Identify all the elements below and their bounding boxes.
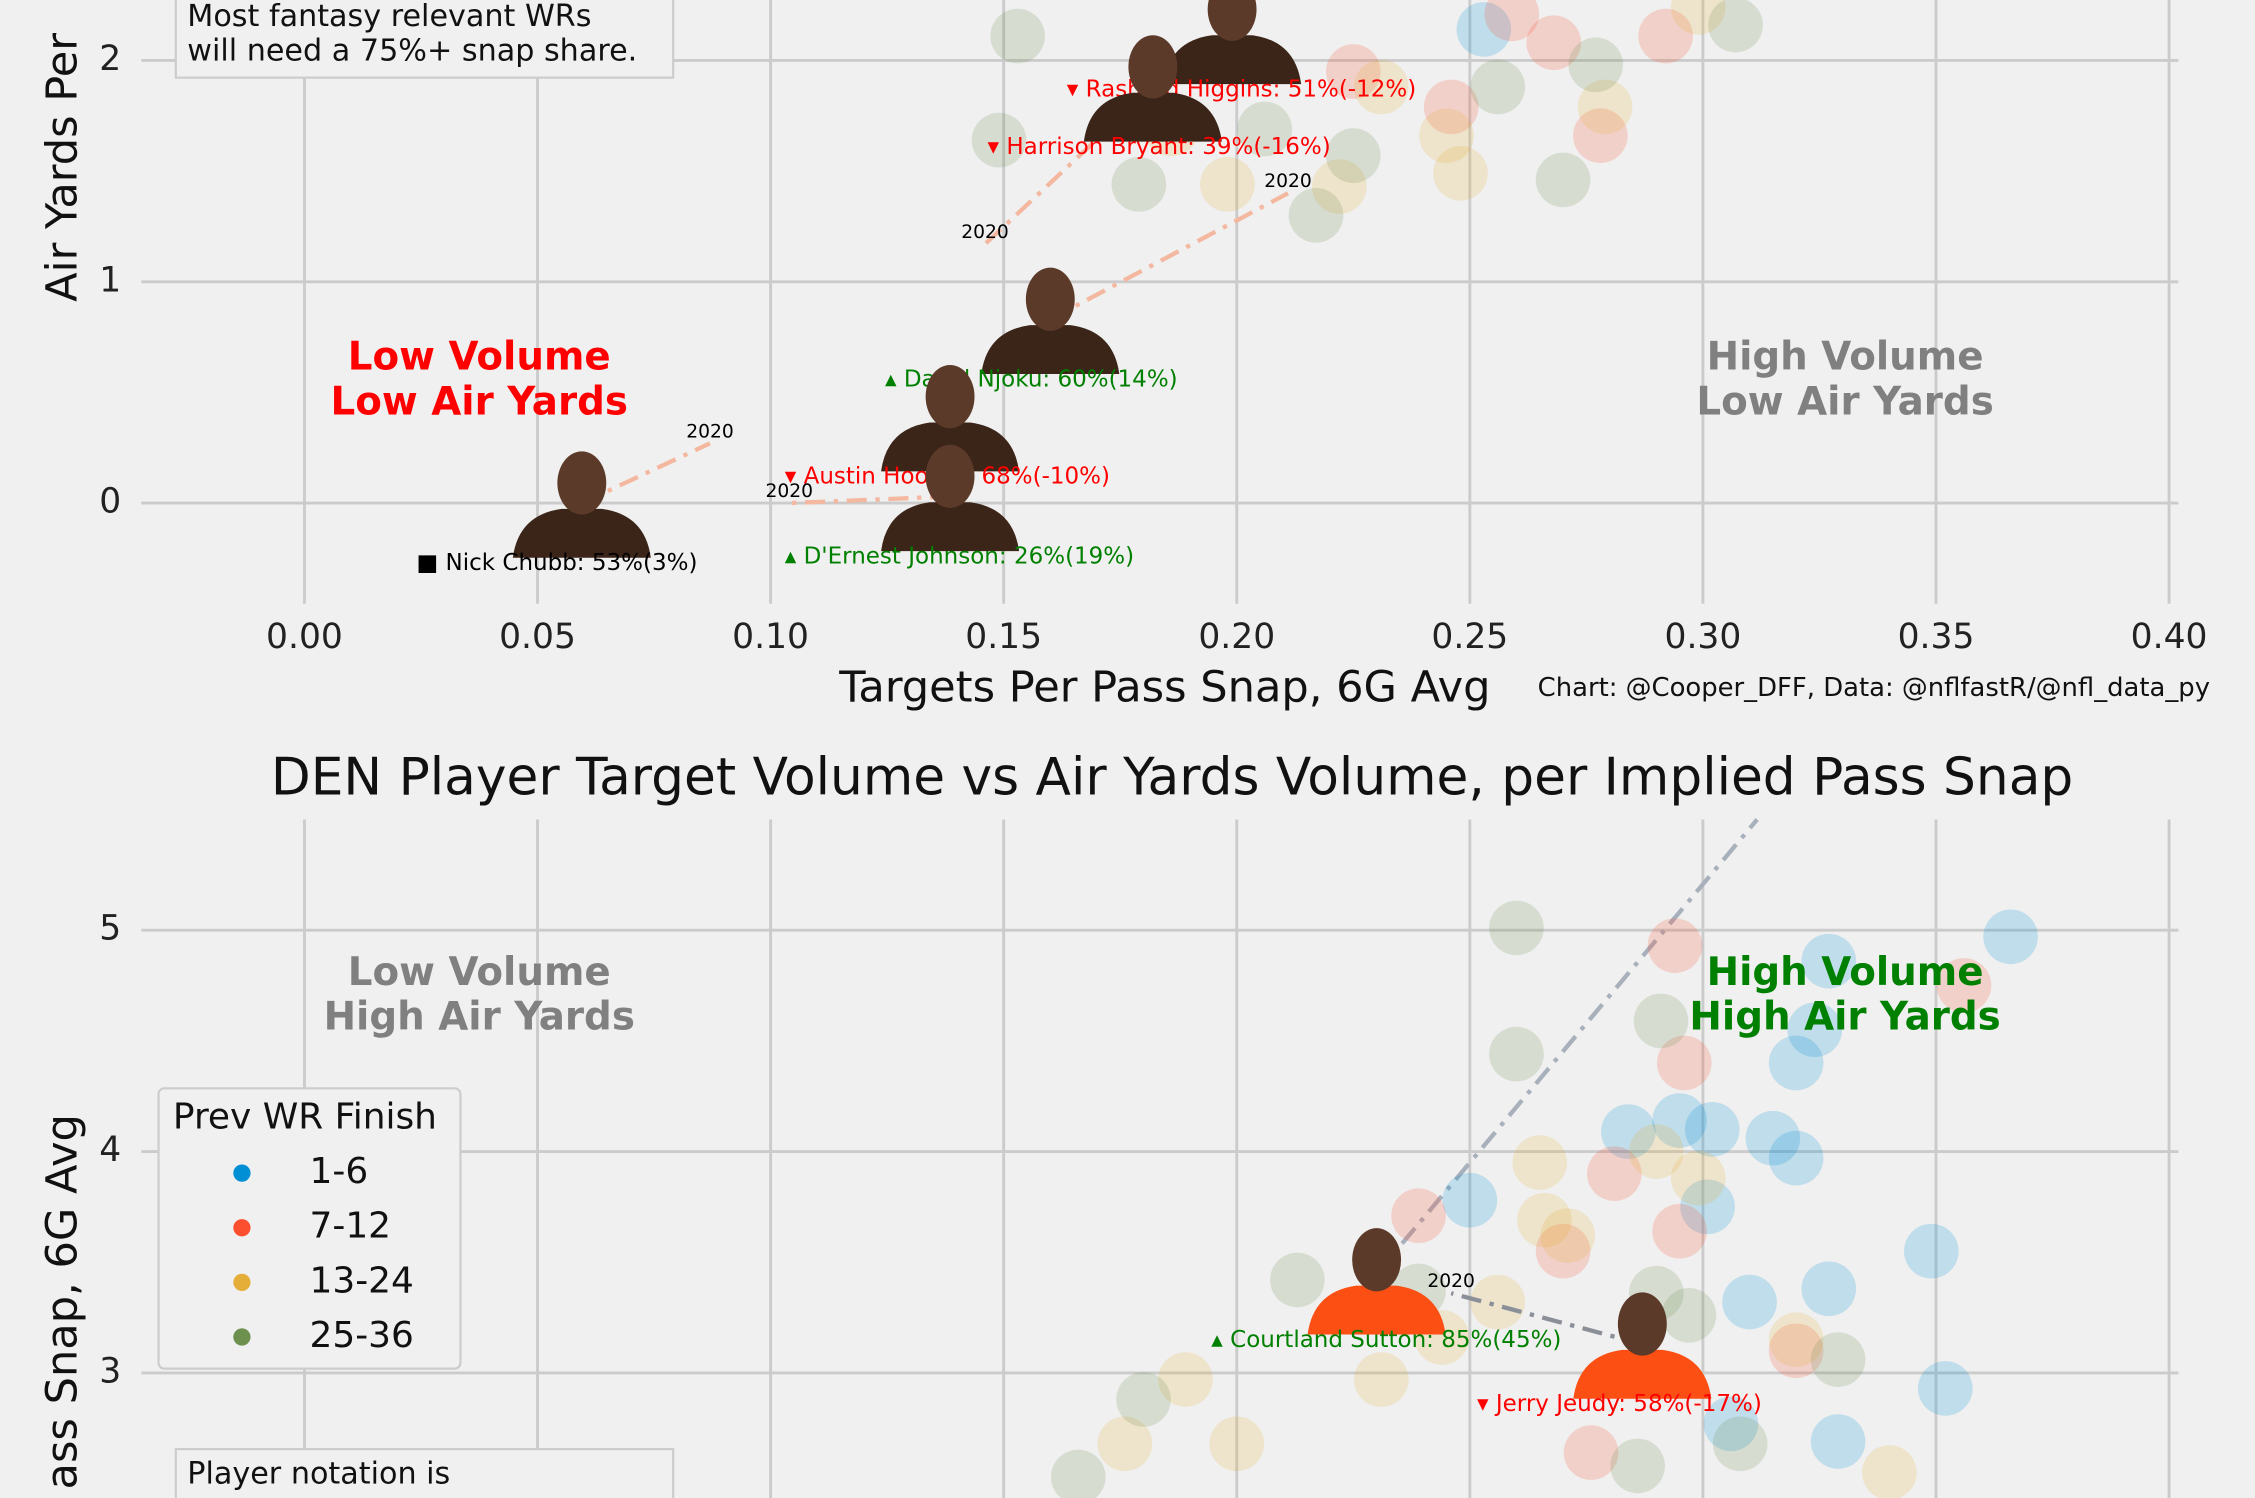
scatter-point	[1713, 1416, 1768, 1471]
scatter-point	[1652, 1204, 1707, 1259]
prior-season-label: 2020	[765, 481, 813, 502]
scatter-point	[1489, 1027, 1544, 1082]
page: 0.00 0.05 0.10 0.15 0.20 0.25 0.30 0.35 0.40 0 1 2 L…	[0, 0, 2255, 1498]
player-head	[1352, 1228, 1401, 1291]
legend-marker	[233, 1164, 250, 1181]
x-tick-label: 0.05	[499, 617, 576, 657]
scatter-point	[1489, 901, 1544, 956]
y-tick-label: 3	[99, 1351, 121, 1391]
scatter-point	[1918, 1361, 1973, 1416]
credit: Chart: @Cooper_DFF, Data: @nflfastR/@nfl…	[1538, 673, 2210, 703]
scatter-point	[1801, 1261, 1856, 1316]
legend-marker	[233, 1328, 250, 1345]
scatter-point	[1568, 38, 1623, 93]
prior-season-label: 2020	[961, 222, 1009, 243]
x-tick-label: 0.25	[1431, 617, 1508, 657]
scatter-point	[1648, 918, 1703, 973]
legend-label: 13-24	[309, 1260, 413, 1301]
y-tick-label: 4	[99, 1130, 121, 1170]
quadrant-label: High Volume	[1707, 950, 1984, 995]
scatter-point	[1983, 909, 2038, 964]
legend-title: Prev WR Finish	[173, 1096, 437, 1137]
x-tick-label: 0.15	[965, 617, 1042, 657]
scatter-point	[1769, 1036, 1824, 1091]
player-label: ▾ Jerry Jeudy: 58%(-17%)	[1477, 1391, 1762, 1417]
scatter-point	[1671, 1151, 1726, 1206]
scatter-point	[1769, 1131, 1824, 1186]
scatter-point	[1433, 146, 1488, 201]
scatter-point	[1270, 1253, 1325, 1308]
quadrant-label: Low Air Yards	[1696, 379, 1993, 424]
scatter-point	[1708, 0, 1763, 52]
scatter-point	[1200, 157, 1255, 212]
scatter-point	[1289, 188, 1344, 243]
y-tick-label: 2	[99, 39, 121, 79]
scatter-point	[1470, 60, 1525, 115]
player-head	[926, 365, 975, 428]
player-head	[926, 445, 975, 508]
player-label: ▾ Jarvis Landry: 56%(-17%)	[1612, 0, 1922, 1]
chart: 0.00 0.05 0.10 0.15 0.20 0.25 0.30 0.35 0.40 0 1 2 L…	[0, 0, 2255, 1498]
player-label: ▾ Harrison Bryant: 39%(-16%)	[988, 134, 1331, 160]
legend-label: 1-6	[309, 1151, 368, 1192]
quadrant-label: Low Air Yards	[331, 379, 628, 424]
prior-season-label: 2020	[1427, 1271, 1475, 1292]
scatter-point	[1564, 1425, 1619, 1480]
y-axis-label: ass Snap, 6G Avg	[38, 1114, 88, 1489]
player-head	[557, 451, 606, 514]
player-label: ■ Nick Chubb: 53%(3%)	[416, 550, 697, 576]
scatter-point	[1811, 1414, 1866, 1469]
prior-season-label: 2020	[1264, 171, 1312, 192]
legend-marker	[233, 1274, 250, 1291]
x-axis-label: Targets Per Pass Snap, 6G Avg	[838, 663, 1490, 713]
x-tick-label: 0.10	[732, 617, 809, 657]
prior-season-label: 2020	[686, 421, 734, 442]
scatter-point	[1116, 1372, 1171, 1427]
y-tick-label: 1	[99, 260, 121, 300]
quadrant-label: Low Volume	[348, 950, 611, 995]
legend-label: 7-12	[309, 1206, 391, 1247]
scatter-point	[1354, 1352, 1409, 1407]
chart-title: DEN Player Target Volume vs Air Yards Vo…	[271, 748, 2073, 808]
scatter-point	[1610, 1439, 1665, 1494]
player-head	[1128, 35, 1177, 98]
scatter-point	[1512, 1135, 1567, 1190]
scatter-point	[1811, 1332, 1866, 1387]
legend-marker	[233, 1219, 250, 1236]
y-tick-label: 0	[99, 482, 121, 522]
quadrant-label: Low Volume	[348, 335, 611, 380]
scatter-point	[1536, 153, 1591, 208]
scatter-point	[990, 9, 1045, 64]
scatter-point	[1722, 1275, 1777, 1330]
player-head	[1618, 1292, 1667, 1355]
player-label: ▴ D'Ernest Johnson: 26%(19%)	[785, 543, 1134, 569]
legend-label: 25-36	[309, 1315, 413, 1356]
x-tick-label: 0.00	[266, 617, 343, 657]
scatter-point	[1443, 1173, 1498, 1228]
x-tick-label: 0.35	[1898, 617, 1975, 657]
player-label: ▴ Courtland Sutton: 85%(45%)	[1211, 1327, 1561, 1353]
scatter-point	[1662, 1288, 1717, 1343]
scatter-point	[1391, 1188, 1446, 1243]
scatter-point	[1540, 1208, 1595, 1263]
scatter-point	[1685, 1102, 1740, 1157]
quadrant-label: High Air Yards	[1689, 994, 2000, 1039]
scatter-point	[1634, 994, 1689, 1049]
y-axis-label: Air Yards Per	[38, 33, 88, 302]
scatter-point	[1326, 128, 1381, 183]
scatter-point	[1112, 157, 1167, 212]
note-text: will need a 75%+ snap share.	[187, 33, 637, 68]
y-tick-label: 5	[99, 909, 121, 949]
note-text: Most fantasy relevant WRs	[187, 0, 591, 34]
player-head	[1026, 268, 1075, 331]
x-tick-label: 0.40	[2131, 617, 2208, 657]
scatter-point	[1209, 1416, 1264, 1471]
x-tick-label: 0.30	[1665, 617, 1742, 657]
note-text: Player notation is	[187, 1456, 450, 1491]
x-tick-label: 0.20	[1198, 617, 1275, 657]
quadrant-label: High Volume	[1707, 335, 1984, 380]
scatter-point	[1862, 1445, 1917, 1498]
scatter-point	[1904, 1224, 1959, 1279]
quadrant-label: High Air Yards	[324, 994, 635, 1039]
